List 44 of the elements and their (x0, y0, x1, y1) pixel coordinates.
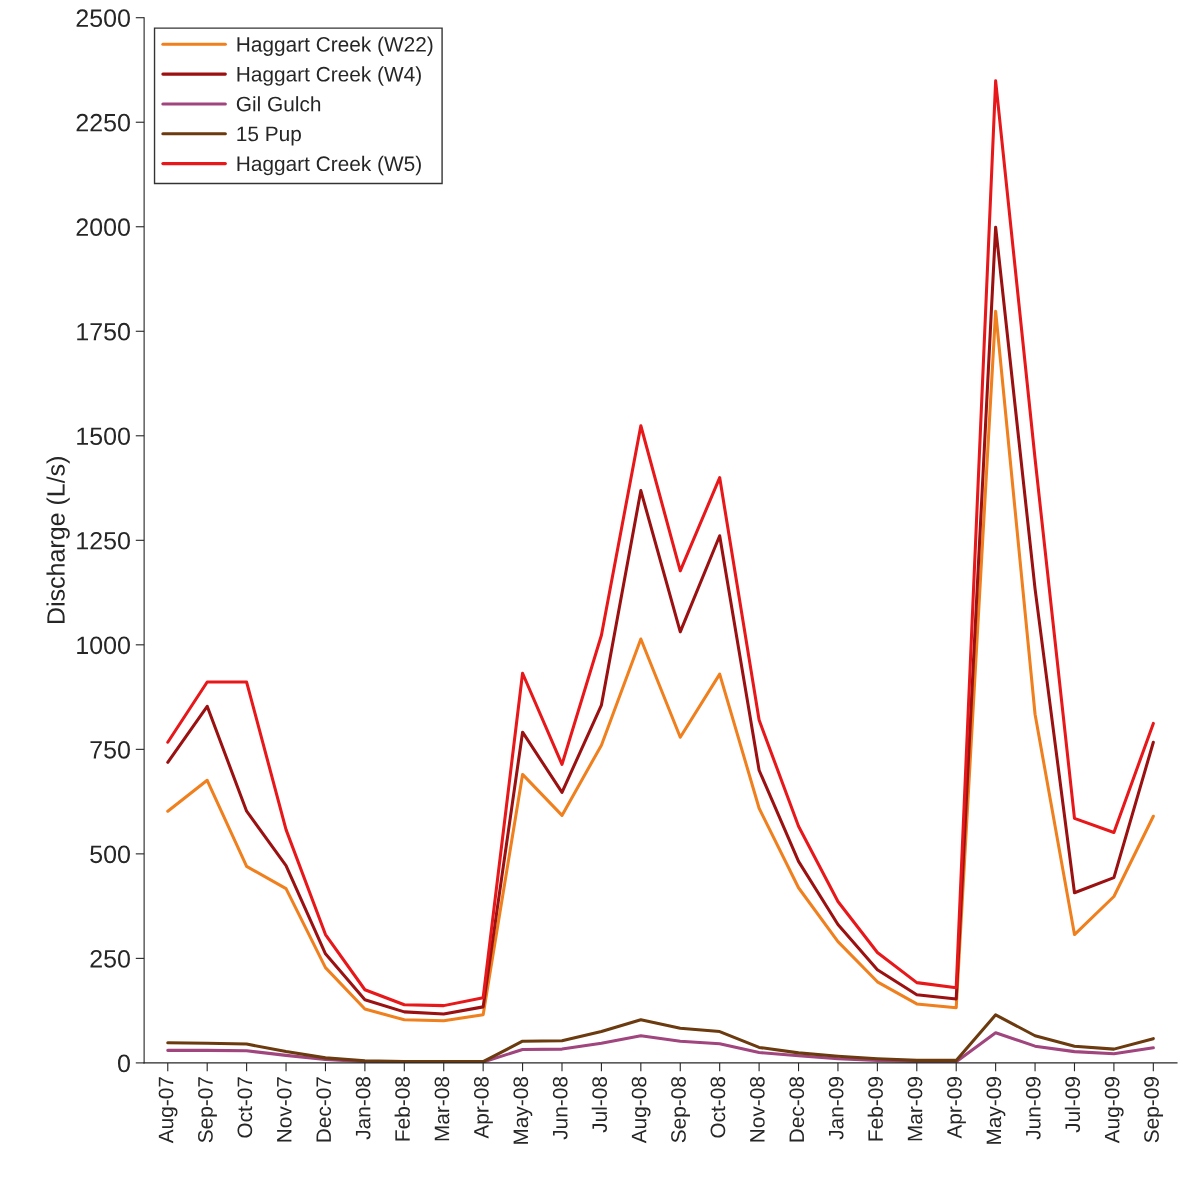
legend-label: Haggart Creek (W5) (237, 155, 421, 176)
x-tick-label: Jan-08 (355, 1076, 371, 1140)
y-tick-label: 500 (90, 845, 130, 864)
legend-label: 15 Pup (237, 126, 301, 146)
line-series (166, 1013, 1155, 1063)
y-axis-title: Discharge (L/s) (46, 457, 70, 623)
x-tick-label: Dec-07 (316, 1077, 332, 1142)
y-tick-label: 2500 (76, 9, 130, 28)
x-tick-label: Apr-09 (947, 1077, 966, 1139)
y-tick-label: 1500 (77, 427, 130, 446)
x-tick-label: Oct-08 (710, 1077, 726, 1138)
y-tick-label: 750 (90, 740, 130, 759)
x-tick-label: Nov-07 (276, 1077, 292, 1142)
x-tick-label: Mar-09 (907, 1077, 923, 1141)
x-tick-label: Aug-08 (631, 1077, 651, 1144)
x-tick-label: Aug-07 (158, 1077, 178, 1144)
x-tick-label: Oct-07 (237, 1077, 253, 1138)
x-tick-label: Mar-08 (434, 1076, 450, 1141)
x-tick-label: May-08 (513, 1077, 533, 1144)
x-tick-label: Nov-08 (749, 1077, 765, 1142)
x-tick-label: Jul-09 (1064, 1077, 1081, 1133)
y-tick-label: 0 (118, 1054, 130, 1073)
legend-label: Haggart Creek (W4) (237, 66, 421, 86)
x-tick-label: Jun-09 (1025, 1077, 1041, 1140)
x-tick-label: Feb-08 (394, 1076, 410, 1141)
y-tick-label: 2250 (76, 113, 130, 132)
x-tick-label: Jul-08 (591, 1077, 608, 1133)
y-tick-label: 250 (90, 949, 130, 968)
x-tick-label: Jan-09 (828, 1077, 844, 1140)
x-tick-label: Feb-09 (867, 1077, 883, 1141)
y-tick-label: 1000 (77, 636, 130, 655)
y-tick-label: 1750 (77, 322, 130, 341)
y-tick-label: 2000 (76, 218, 130, 237)
legend-label: Haggart Creek (W22) (237, 36, 433, 56)
legend-label: Gil Gulch (236, 96, 321, 112)
x-tick-label: Apr-08 (473, 1077, 493, 1139)
x-tick-label: Aug-09 (1104, 1077, 1124, 1144)
x-tick-label: Jun-08 (552, 1076, 568, 1140)
x-tick-label: Dec-08 (789, 1077, 805, 1142)
x-tick-label: Sep-09 (1144, 1077, 1164, 1143)
x-tick-label: Sep-07 (198, 1077, 217, 1143)
x-tick-label: Sep-08 (671, 1077, 690, 1143)
x-tick-label: May-09 (986, 1077, 1006, 1144)
y-tick-label: 1250 (77, 531, 130, 550)
